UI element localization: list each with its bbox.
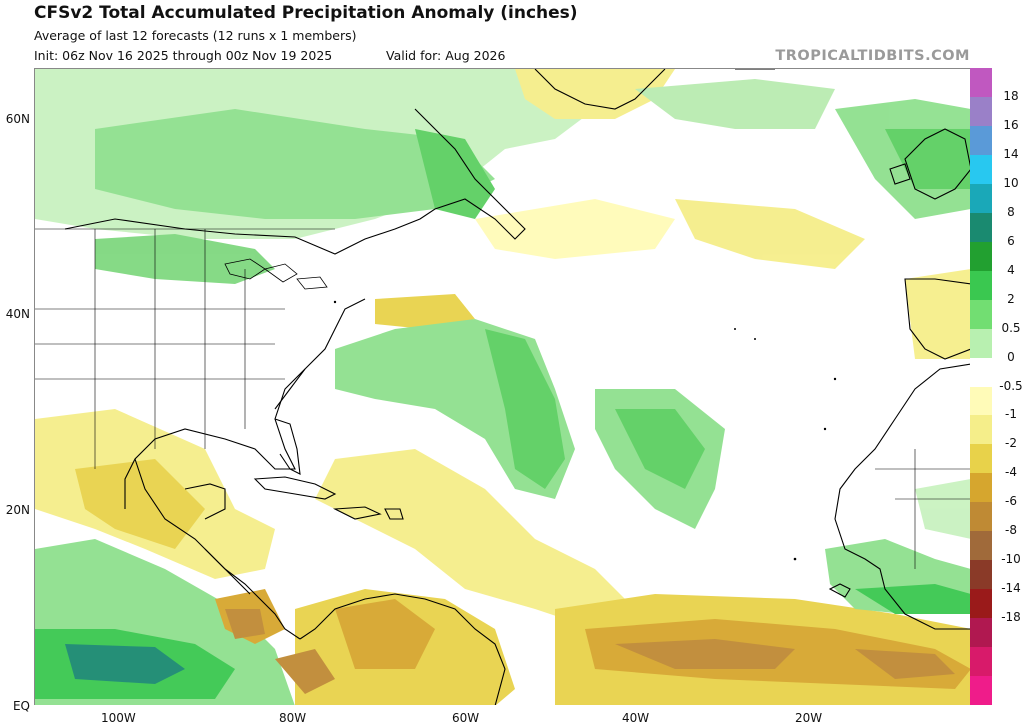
colorbar-swatch [970, 647, 992, 677]
colorbar-swatch [970, 531, 992, 561]
islands [333, 300, 837, 561]
colorbar-swatch [970, 473, 992, 503]
lat-label-60n: 60N [5, 112, 30, 126]
colorbar-label: 8 [1007, 204, 1015, 219]
lakes [224, 258, 328, 290]
colorbar-swatch [970, 502, 992, 532]
colorbar-label: -14 [1001, 581, 1021, 596]
map-canvas [35, 69, 970, 705]
colorbar-label: -4 [1005, 465, 1017, 480]
colorbar-swatch [970, 68, 992, 98]
colorbar-swatch [970, 241, 992, 272]
colorbar-swatch [970, 328, 992, 359]
map-title: CFSv2 Total Accumulated Precipitation An… [34, 3, 578, 23]
colorbar-swatch [970, 386, 992, 416]
colorbar-swatch [970, 270, 992, 301]
lat-label-eq: EQ [12, 699, 30, 713]
colorbar: 18 16 14 10 8 6 4 2 0.5 0 -0.5 -1 -2 -4 -6 -8 -10 -14 -18 [970, 68, 1024, 706]
coastlines [64, 69, 970, 705]
colorbar-swatch [970, 676, 992, 706]
lon-label-80w: 80W [279, 711, 307, 725]
colorbar-swatch [970, 183, 992, 214]
colorbar-swatch [970, 96, 992, 127]
colorbar-label: 16 [1003, 117, 1019, 132]
init-time: Init: 06z Nov 16 2025 through 00z Nov 19… [34, 48, 333, 63]
colorbar-swatch [970, 618, 992, 648]
brand-watermark: TROPICALTIDBITS.COM [775, 48, 970, 64]
precip-anomaly-map [34, 68, 970, 705]
colorbar-swatch [970, 357, 992, 387]
colorbar-label: -8 [1005, 523, 1017, 538]
colorbar-label: 6 [1007, 233, 1015, 248]
colorbar-label: -1 [1005, 407, 1017, 422]
lat-label-20n: 20N [5, 503, 30, 517]
lon-label-100w: 100W [101, 711, 136, 725]
borders [35, 228, 970, 569]
colorbar-swatch [970, 415, 992, 445]
colorbar-swatch [970, 299, 992, 330]
colorbar-label: 2 [1007, 291, 1015, 306]
anomaly-fields [35, 69, 970, 705]
colorbar-label: -2 [1005, 436, 1017, 451]
lat-label-40n: 40N [5, 307, 30, 321]
colorbar-label: 10 [1003, 175, 1019, 190]
colorbar-label: -10 [1001, 552, 1021, 567]
valid-time: Valid for: Aug 2026 [386, 48, 506, 63]
colorbar-label: 4 [1007, 262, 1015, 277]
colorbar-swatch [970, 212, 992, 243]
colorbar-swatch [970, 154, 992, 185]
colorbar-label: 18 [1003, 88, 1019, 103]
colorbar-label: -0.5 [999, 378, 1023, 393]
colorbar-swatch [970, 589, 992, 619]
colorbar-label: -18 [1001, 610, 1021, 625]
map-header: CFSv2 Total Accumulated Precipitation An… [0, 0, 1024, 68]
colorbar-label: -6 [1005, 494, 1017, 509]
lon-label-40w: 40W [622, 711, 650, 725]
lon-label-60w: 60W [452, 711, 480, 725]
colorbar-swatch [970, 125, 992, 156]
colorbar-label: 14 [1003, 146, 1019, 161]
map-subtitle: Average of last 12 forecasts (12 runs x … [34, 28, 357, 43]
lon-label-20w: 20W [795, 711, 823, 725]
colorbar-swatch [970, 444, 992, 474]
colorbar-label: 0.5 [1001, 320, 1021, 335]
colorbar-swatch [970, 560, 992, 590]
colorbar-label: 0 [1007, 349, 1015, 364]
